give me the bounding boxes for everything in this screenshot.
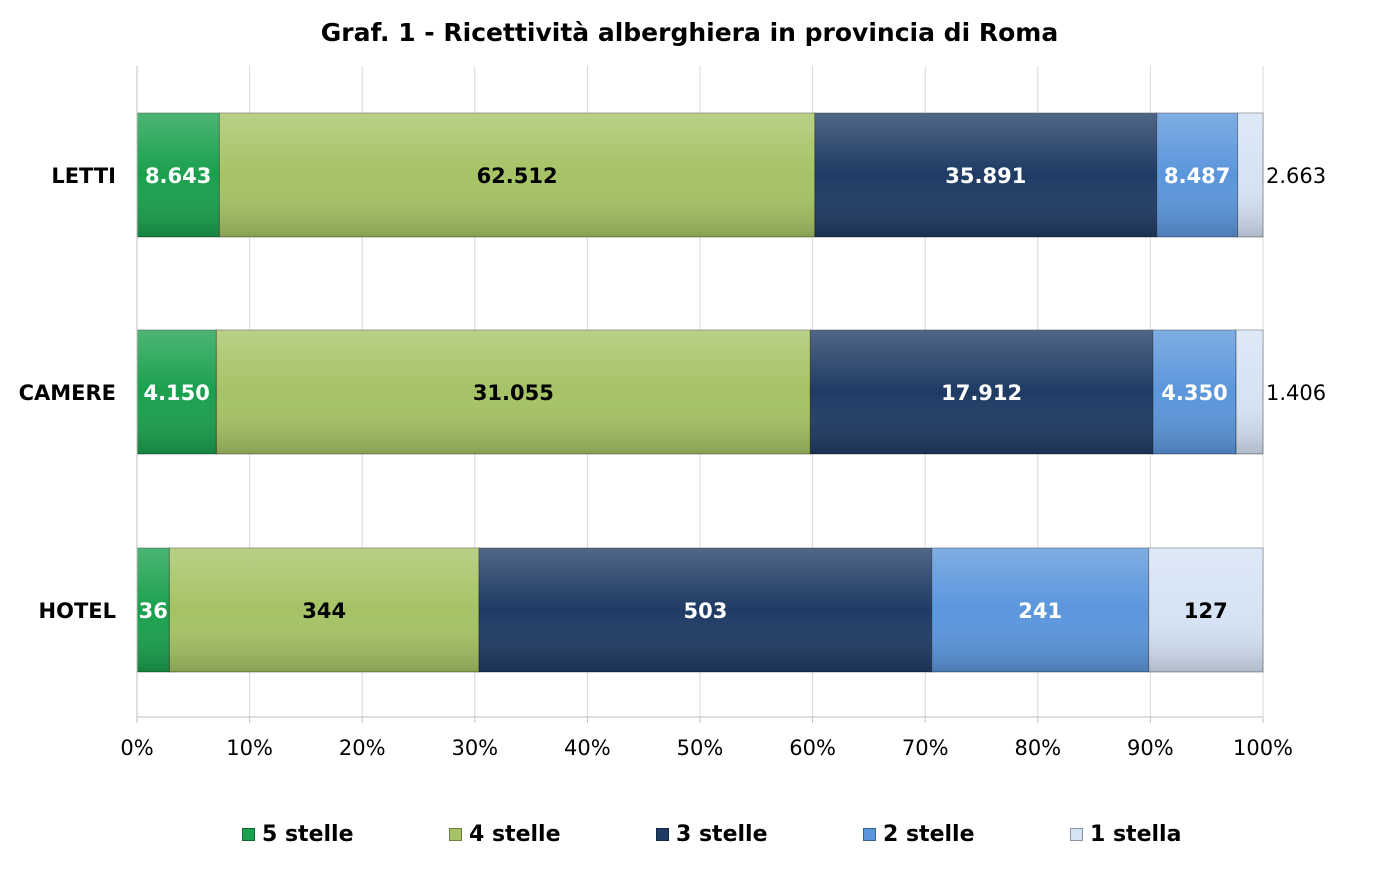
- bar-segment-shading: [137, 548, 170, 672]
- category-label: HOTEL: [39, 599, 116, 623]
- data-label: 62.512: [477, 164, 558, 188]
- bar-segment-shading: [1236, 330, 1263, 454]
- legend-label: 1 stella: [1090, 822, 1182, 847]
- data-label: 241: [1018, 599, 1062, 623]
- bar-segment-shading: [216, 330, 811, 454]
- bar-segment-shading: [1156, 113, 1238, 237]
- bar-segment-shading: [1148, 548, 1263, 672]
- bar-segment-shading: [814, 113, 1157, 237]
- data-label: 1.406: [1266, 381, 1326, 405]
- data-label: 503: [683, 599, 727, 623]
- x-tick-label: 20%: [339, 736, 386, 760]
- x-tick-label: 50%: [677, 736, 724, 760]
- bar-segment-shading: [479, 548, 932, 672]
- bar-segment-shading: [931, 548, 1149, 672]
- legend-label: 2 stelle: [883, 822, 975, 847]
- data-label: 8.487: [1164, 164, 1230, 188]
- data-label: 2.663: [1266, 164, 1326, 188]
- bar-segment-shading: [810, 330, 1153, 454]
- data-label: 4.350: [1161, 381, 1227, 405]
- legend-label: 4 stelle: [469, 822, 561, 847]
- bar-segment-shading: [1152, 330, 1237, 454]
- bar-segment-shading: [219, 113, 815, 237]
- legend-item: 4 stelle: [449, 822, 561, 847]
- legend-label: 5 stelle: [262, 822, 354, 847]
- x-tick-label: 30%: [451, 736, 498, 760]
- x-tick-label: 0%: [120, 736, 153, 760]
- legend-swatch: [656, 828, 669, 841]
- legend-item: 3 stelle: [656, 822, 768, 847]
- data-label: 17.912: [941, 381, 1022, 405]
- chart-legend: 5 stelle 4 stelle 3 stelle 2 stelle 1 stella: [0, 822, 1379, 852]
- legend-swatch: [1070, 828, 1083, 841]
- data-label: 4.150: [143, 381, 209, 405]
- legend-swatch: [863, 828, 876, 841]
- x-tick-label: 10%: [226, 736, 273, 760]
- category-label: LETTI: [51, 164, 116, 188]
- x-tick-label: 90%: [1127, 736, 1174, 760]
- bar-segment-shading: [169, 548, 480, 672]
- x-tick-label: 70%: [902, 736, 949, 760]
- data-label: 31.055: [473, 381, 554, 405]
- legend-label: 3 stelle: [676, 822, 768, 847]
- legend-item: 5 stelle: [242, 822, 354, 847]
- x-tick-label: 100%: [1233, 736, 1293, 760]
- data-label: 127: [1184, 599, 1228, 623]
- legend-item: 1 stella: [1070, 822, 1181, 847]
- x-tick-label: 80%: [1014, 736, 1061, 760]
- x-tick-label: 60%: [789, 736, 836, 760]
- data-label: 35.891: [945, 164, 1026, 188]
- bar-segment-shading: [137, 113, 220, 237]
- data-label: 8.643: [145, 164, 211, 188]
- data-label: 36: [139, 599, 168, 623]
- legend-item: 2 stelle: [863, 822, 975, 847]
- legend-swatch: [242, 828, 255, 841]
- bar-segment-shading: [1237, 113, 1263, 237]
- bar-segment-shading: [137, 330, 217, 454]
- category-label: CAMERE: [19, 381, 116, 405]
- chart-title: Graf. 1 - Ricettività alberghiera in pro…: [320, 18, 1059, 47]
- legend-swatch: [449, 828, 462, 841]
- x-tick-label: 40%: [564, 736, 611, 760]
- data-label: 344: [302, 599, 346, 623]
